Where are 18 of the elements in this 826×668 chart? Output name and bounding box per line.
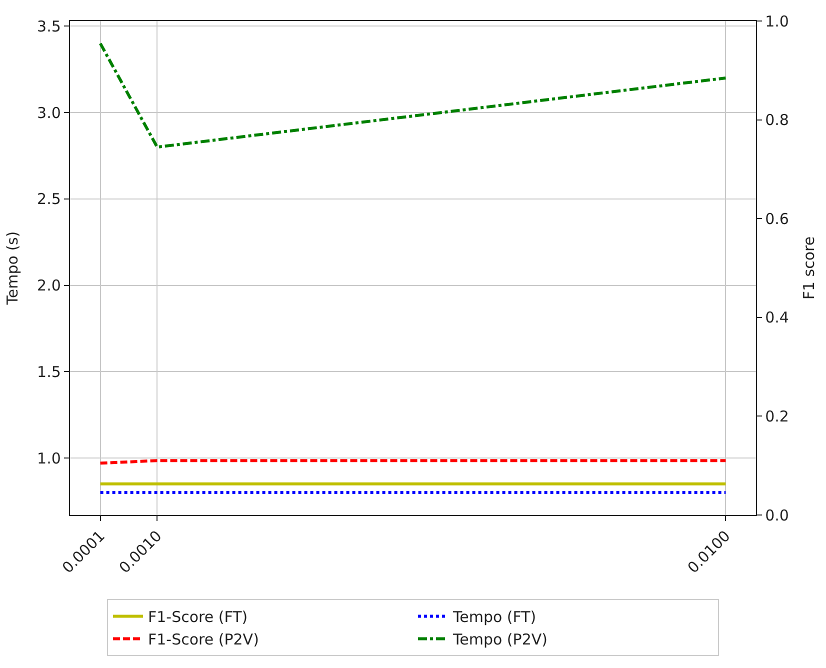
y2-tick-label: 0.6 xyxy=(765,210,789,228)
legend-label: F1-Score (P2V) xyxy=(148,630,259,649)
y-axis-title: Tempo (s) xyxy=(3,231,22,306)
legend-label: Tempo (FT) xyxy=(452,608,536,626)
y2-tick-label: 0.8 xyxy=(765,111,789,130)
legend-label: Tempo (P2V) xyxy=(452,630,548,649)
y-tick-label: 1.5 xyxy=(37,362,61,381)
y-tick-label: 2.5 xyxy=(37,190,61,208)
y-tick-label: 3.5 xyxy=(37,17,61,36)
legend-label: F1-Score (FT) xyxy=(148,608,248,626)
y2-tick-label: 0.2 xyxy=(765,407,789,426)
y-tick-label: 1.0 xyxy=(37,449,61,468)
y-tick-label: 2.0 xyxy=(37,276,61,295)
y2-axis-title: F1 score xyxy=(800,236,818,300)
y2-tick-label: 0.4 xyxy=(765,308,789,327)
y2-tick-label: 0.0 xyxy=(765,506,789,524)
y-tick-label: 3.0 xyxy=(37,104,61,122)
y2-tick-label: 1.0 xyxy=(765,12,789,30)
